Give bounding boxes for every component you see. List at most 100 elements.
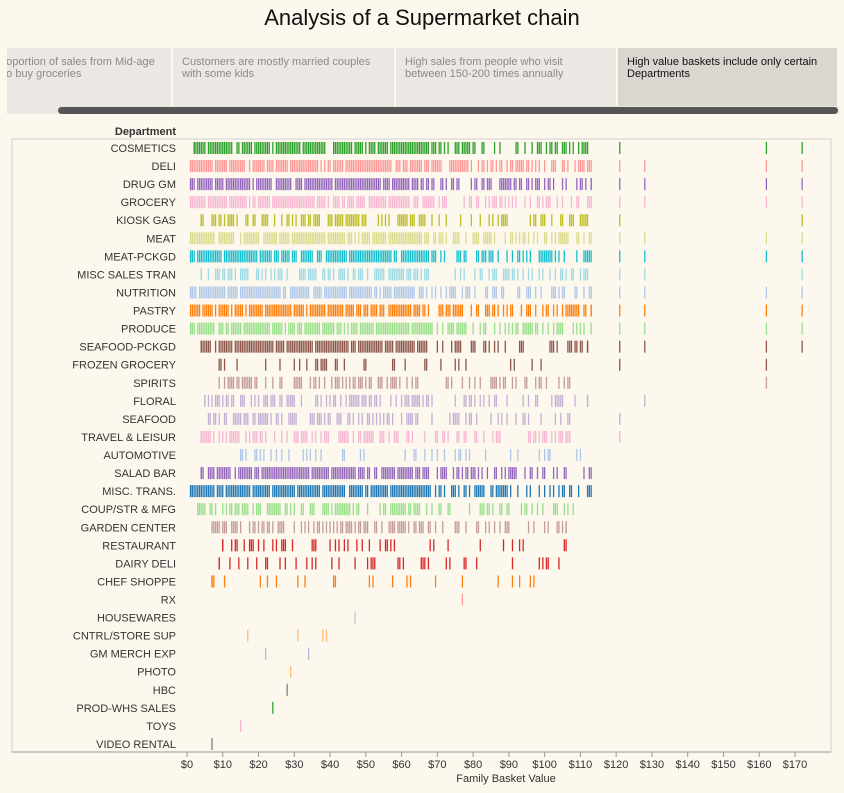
x-tick-label: $20 [249,759,267,771]
department-label: MISC. TRANS. [102,486,176,498]
department-row: COUP/STR & MFG [81,503,574,516]
department-row: MISC. TRANS. [102,485,592,498]
department-row: SALAD BAR [114,467,592,480]
department-row: MEAT-PCKGD [104,250,803,263]
story-point-4-text: High value baskets include only certain … [627,56,818,80]
department-row: PASTRY [133,304,803,318]
x-tick-label: $60 [392,759,410,771]
department-row: VIDEO RENTAL [96,737,213,751]
x-tick-label: $0 [181,759,193,771]
department-label: GM MERCH EXP [90,649,176,661]
department-row: SEAFOOD [122,412,621,426]
department-row: CNTRL/STORE SUP [73,629,328,643]
department-label: HOUSEWARES [97,613,176,625]
x-tick-label: $50 [357,759,375,771]
x-tick-label: $160 [747,759,771,771]
x-tick-label: $170 [783,759,807,771]
department-row: KIOSK GAS [116,214,803,227]
department-label: MISC SALES TRAN [77,269,176,281]
department-label: PASTRY [133,306,177,318]
department-rows: COSMETICS DELI DRUG GM GROCERY KIOSK GAS MEAT… [72,142,803,751]
department-label: RX [161,595,177,607]
x-tick-label: $90 [500,759,518,771]
department-label: SEAFOOD-PCKGD [79,342,176,354]
department-row: NUTRITION [116,286,803,299]
story-point-4[interactable]: High value baskets include only certain … [618,48,839,108]
department-label: FROZEN GROCERY [72,360,176,372]
department-label: CHEF SHOPPE [97,576,176,588]
department-row: HOUSEWARES [97,611,356,625]
x-tick-label: $10 [214,759,232,771]
department-row: MISC SALES TRAN [77,268,803,281]
department-label: KIOSK GAS [116,215,176,227]
department-label: VIDEO RENTAL [96,739,176,751]
department-row: GROCERY [121,196,803,209]
department-row: PROD-WHS SALES [76,701,274,715]
department-row: DRUG GM [123,178,803,191]
department-row: TOYS [146,719,242,733]
x-tick-label: $130 [640,759,664,771]
department-row: FROZEN GROCERY [72,358,768,372]
department-label: DRUG GM [123,179,176,191]
department-label: NUTRITION [116,287,176,299]
department-label: RESTAURANT [102,540,176,552]
x-tick-label: $30 [285,759,303,771]
department-row: AUTOMOTIVE [103,449,582,462]
department-row: GM MERCH EXP [90,647,310,661]
department-label: MEAT [146,233,176,245]
department-row: DAIRY DELI [115,557,560,570]
x-tick-label: $40 [321,759,339,771]
story-point-3[interactable]: High sales from people who visit between… [396,48,618,108]
department-label: COUP/STR & MFG [81,504,176,516]
department-row: GARDEN CENTER [81,521,567,534]
x-axis-title: Family Basket Value [456,773,555,785]
story-point-3-text: High sales from people who visit between… [405,56,564,80]
department-row: CHEF SHOPPE [97,575,535,588]
department-row: HBC [153,683,288,697]
department-label: SALAD BAR [114,468,176,480]
x-tick-label: $120 [604,759,628,771]
story-scroll-thumb[interactable] [58,107,838,114]
department-row: COSMETICS [111,142,803,155]
x-tick-label: $80 [464,759,482,771]
x-tick-label: $70 [428,759,446,771]
department-label: SPIRITS [133,378,176,390]
department-row: MEAT [146,232,803,245]
department-row: FLORAL [133,394,646,408]
department-label: MEAT-PCKGD [104,251,176,263]
department-row: TRAVEL & LEISUR [81,430,621,444]
story-point-2[interactable]: Customers are mostly married couples wit… [173,48,396,108]
department-label: DELI [152,161,176,173]
story-point-2-text: Customers are mostly married couples wit… [182,56,371,80]
y-axis-title: Department [115,126,176,138]
x-tick-label: $150 [711,759,735,771]
x-axis: $0 $10 $20 $30 $40 $50 $60 $70 $80 $90 $100 $110 $12… [12,751,831,771]
page-title: Analysis of a Supermarket chain [264,5,580,30]
department-label: PRODUCE [121,324,176,336]
story-point-1[interactable]: Highest proportion of sales from Mid-age… [7,48,173,108]
department-label: AUTOMOTIVE [103,450,176,462]
strip-chart: Department COSMETICS DELI DRUG GM GROCERY KI… [11,126,832,785]
department-label: PHOTO [137,667,176,679]
x-tick-label: $140 [675,759,699,771]
department-label: GROCERY [121,197,177,209]
department-row: PHOTO [137,665,292,679]
department-label: HBC [153,685,176,697]
department-label: PROD-WHS SALES [76,703,176,715]
department-label: CNTRL/STORE SUP [73,631,176,643]
department-label: SEAFOOD [122,414,176,426]
department-label: COSMETICS [111,143,176,155]
department-label: TOYS [146,721,176,733]
department-row: DELI [152,160,803,173]
department-label: GARDEN CENTER [81,522,176,534]
department-row: PRODUCE [121,322,803,336]
x-tick-label: $110 [569,759,593,771]
story-navigator: Highest proportion of sales from Mid-age… [7,48,839,108]
department-row: RESTAURANT [102,539,567,552]
department-label: TRAVEL & LEISUR [81,432,176,444]
department-row: SPIRITS [133,376,768,390]
x-tick-label: $100 [532,759,556,771]
department-label: FLORAL [133,396,176,408]
story-point-1-text: Highest proportion of sales from Mid-age… [7,56,155,80]
department-row: RX [161,593,464,607]
